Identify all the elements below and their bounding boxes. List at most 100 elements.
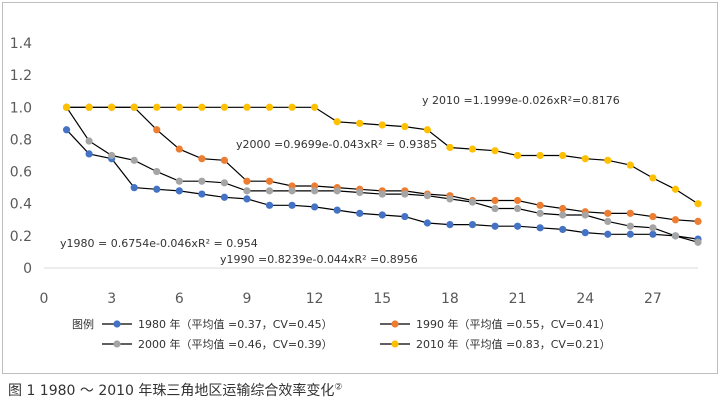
data-point-series-3	[130, 103, 138, 111]
y-tick-label: 1.4	[10, 36, 32, 52]
x-tick-label: 15	[373, 291, 391, 307]
equation-2010: y 2010 =1.1999e-0.026xR²=0.8176	[422, 94, 620, 107]
data-point-series-0	[243, 195, 251, 203]
data-point-series-0	[333, 206, 341, 214]
data-point-series-2	[85, 137, 93, 145]
data-point-series-2	[220, 179, 229, 187]
legend-marker	[113, 340, 121, 348]
data-point-series-0	[423, 219, 431, 227]
data-point-series-0	[220, 193, 229, 201]
y-tick-labels: 0 0.2 0.4 0.6 0.8 1.0 1.2 1.4	[10, 36, 32, 277]
data-point-series-2	[175, 177, 183, 185]
data-point-series-2	[153, 167, 161, 176]
data-point-series-3	[423, 126, 431, 134]
equation-2000: y2000 =0.9699e-0.043xR² = 0.9385	[236, 138, 437, 151]
legend-label: 2000 年（平均值 =0.46，CV=0.39）	[138, 337, 333, 351]
data-point-series-3	[265, 103, 274, 111]
legend-marker	[391, 320, 399, 328]
data-point-series-3	[85, 103, 93, 111]
legend-label: 1980 年（平均值 =0.37，CV=0.45）	[138, 317, 333, 331]
data-point-series-3	[378, 121, 386, 129]
data-point-series-0	[491, 222, 499, 230]
data-point-series-1	[491, 196, 499, 205]
data-point-series-0	[311, 203, 319, 211]
legend-marker	[391, 340, 399, 348]
data-point-series-3	[446, 143, 454, 152]
data-point-series-3	[108, 103, 116, 111]
data-point-series-0	[513, 222, 522, 230]
x-tick-labels: 0 3 6 9 12 15 18 21 24 27	[40, 291, 662, 307]
legend: 图例 1980 年（平均值 =0.37，CV=0.45） 1990 年（平均值 =…	[72, 317, 611, 351]
data-point-series-2	[378, 190, 386, 198]
data-point-series-3	[153, 103, 161, 111]
data-point-series-0	[536, 224, 544, 232]
data-point-series-2	[513, 204, 522, 213]
data-point-series-2	[333, 187, 341, 195]
data-point-series-1	[694, 217, 702, 225]
x-tick-label: 9	[243, 291, 252, 307]
data-point-series-0	[153, 185, 161, 193]
data-point-series-1	[243, 177, 251, 185]
data-point-series-2	[108, 151, 116, 160]
data-point-series-3	[175, 103, 183, 111]
data-point-series-2	[559, 211, 567, 219]
x-tick-label: 27	[644, 291, 662, 307]
x-tick-label: 24	[576, 291, 594, 307]
data-point-series-2	[468, 198, 477, 206]
data-point-series-0	[130, 184, 138, 192]
x-tick-label: 6	[175, 291, 184, 307]
data-point-series-2	[356, 188, 364, 197]
data-point-series-3	[62, 103, 71, 111]
data-point-series-3	[649, 174, 657, 182]
x-tick-label: 18	[441, 291, 459, 307]
data-point-series-0	[198, 190, 206, 198]
data-point-series-0	[604, 230, 612, 238]
data-point-series-3	[220, 103, 229, 111]
data-point-series-1	[175, 145, 183, 153]
data-point-series-3	[581, 155, 589, 163]
data-point-series-1	[513, 196, 522, 205]
y-tick-label: 0.2	[10, 229, 32, 245]
data-point-series-0	[581, 229, 589, 237]
data-point-series-1	[649, 212, 657, 221]
data-point-series-2	[626, 222, 634, 230]
data-point-series-3	[536, 151, 544, 160]
data-point-series-3	[626, 161, 634, 169]
data-point-series-3	[491, 147, 499, 155]
equation-1980: y1980 = 0.6754e-0.046xR² = 0.954	[60, 237, 258, 250]
x-tick-label: 0	[40, 291, 49, 307]
data-point-series-0	[356, 209, 364, 217]
equation-1990: y1990 =0.8239e-0.044xR² =0.8956	[220, 253, 418, 266]
x-tick-label: 3	[107, 291, 116, 307]
data-point-series-3	[243, 103, 251, 111]
data-point-series-2	[604, 217, 612, 225]
y-tick-label: 1.0	[10, 100, 32, 116]
y-tick-label: 0.8	[10, 132, 32, 148]
data-point-series-3	[468, 145, 477, 153]
data-point-series-2	[198, 177, 206, 185]
data-point-series-2	[243, 187, 251, 195]
data-point-series-2	[536, 209, 544, 217]
data-point-series-3	[513, 151, 522, 160]
figure-caption: 图 1 1980 ～ 2010 年珠三角地区运输综合效率变化②	[8, 380, 343, 400]
trendline-equations: y 2010 =1.1999e-0.026xR²=0.8176 y2000 =0…	[60, 94, 620, 266]
x-tick-label: 21	[509, 291, 527, 307]
legend-label: 1990 年（平均值 =0.55，CV=0.41）	[416, 317, 611, 331]
data-point-series-0	[626, 230, 634, 238]
data-point-series-3	[671, 185, 680, 193]
data-point-series-2	[694, 238, 702, 246]
data-point-series-2	[649, 224, 657, 232]
data-point-series-0	[175, 187, 183, 195]
data-point-series-2	[423, 192, 431, 200]
data-point-series-2	[401, 190, 409, 198]
y-tick-label: 0.6	[10, 165, 32, 181]
data-point-series-0	[288, 201, 296, 209]
data-point-series-3	[694, 200, 702, 208]
data-point-series-1	[559, 204, 567, 213]
data-point-series-3	[604, 156, 612, 164]
data-point-series-0	[559, 225, 567, 234]
data-point-series-1	[153, 126, 161, 134]
series-layer	[62, 103, 702, 246]
data-point-series-1	[198, 155, 206, 163]
